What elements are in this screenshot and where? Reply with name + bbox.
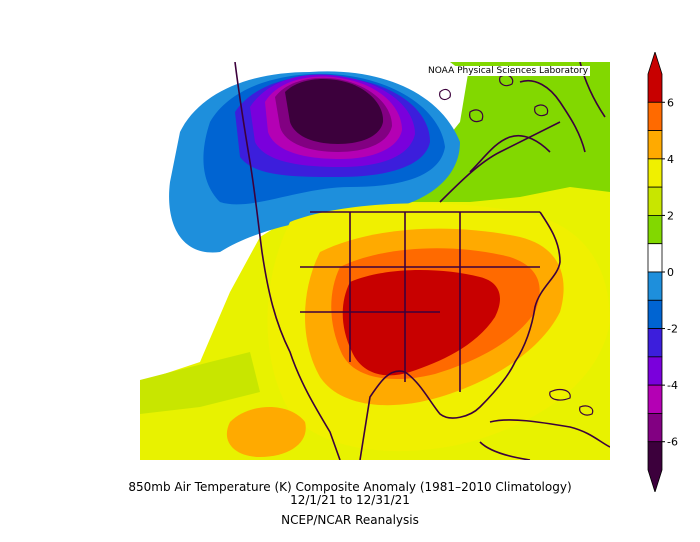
colorbar-bin: [647, 243, 663, 273]
colorbar-bin: [647, 186, 663, 216]
caption-dates: 12/1/21 to 12/31/21: [290, 493, 410, 507]
colorbar-bin: [647, 356, 663, 386]
anomaly-band-green-south: [140, 352, 260, 414]
geographic-borders: [234, 62, 610, 460]
credit-label: NOAA Physical Sciences Laboratory: [426, 66, 591, 76]
caption-title: 850mb Air Temperature (K) Composite Anom…: [128, 480, 572, 494]
colorbar-bin: [647, 158, 663, 188]
colorbar-tick-label: 4: [667, 153, 674, 166]
anomaly-cold-core: [285, 79, 384, 144]
colorbar-tick-label: 6: [667, 96, 674, 109]
colorbar-bin: [647, 384, 663, 414]
colorbar-bin: [647, 101, 663, 131]
colorbar-bin: [647, 130, 663, 160]
colorbar-bin: [647, 271, 663, 301]
colorbar-bin: [647, 52, 663, 103]
colorbar-labels: 6 4 2 0 -2 -4 -6: [662, 96, 678, 449]
colorbar: 6 4 2 0 -2 -4 -6: [647, 52, 678, 492]
caption-source: NCEP/NCAR Reanalysis: [281, 513, 419, 527]
colorbar-bin: [647, 299, 663, 329]
colorbar-tick-label: -4: [667, 379, 678, 392]
colorbar-bin: [647, 215, 663, 245]
colorbar-bin: [647, 328, 663, 358]
anomaly-warm-orange-southwest: [226, 407, 306, 457]
colorbar-tick-label: -2: [667, 323, 678, 336]
colorbar-tick-label: 2: [667, 209, 674, 222]
colorbar-bin: [647, 413, 663, 443]
colorbar-tick-label: 0: [667, 266, 674, 279]
colorbar-tick-label: -6: [667, 436, 678, 449]
colorbar-bin: [647, 441, 663, 492]
colorbar-bins: [647, 52, 663, 492]
anomaly-map: [140, 62, 610, 460]
